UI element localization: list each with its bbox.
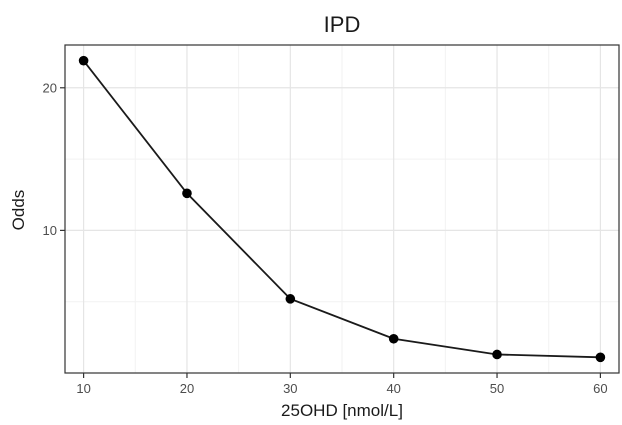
x-tick-label: 30 — [283, 381, 297, 396]
series-line — [82, 60, 601, 359]
data-point — [388, 333, 399, 344]
data-point — [182, 188, 192, 199]
panel-border — [64, 44, 620, 374]
points-layer — [78, 55, 606, 363]
x-tick-label: 20 — [180, 381, 194, 396]
data-point — [285, 294, 296, 304]
grid-layer — [65, 45, 619, 373]
x-tick-label: 10 — [76, 381, 90, 396]
data-point — [595, 352, 606, 363]
x-axis-label: 25OHD [nmol/L] — [281, 401, 403, 420]
series-line-layer — [82, 60, 601, 359]
data-point — [78, 55, 89, 66]
y-tick-label: 10 — [43, 223, 57, 238]
x-tick-label: 40 — [386, 381, 400, 396]
chart-title: IPD — [324, 12, 361, 37]
x-tick-label: 60 — [593, 381, 607, 396]
axes-layer: 10 20 30 40 50 60 10 20 — [43, 44, 620, 396]
y-tick-label: 20 — [43, 80, 57, 95]
y-axis-label: Odds — [9, 190, 28, 231]
x-tick-label: 50 — [490, 381, 504, 396]
data-point — [492, 349, 502, 360]
